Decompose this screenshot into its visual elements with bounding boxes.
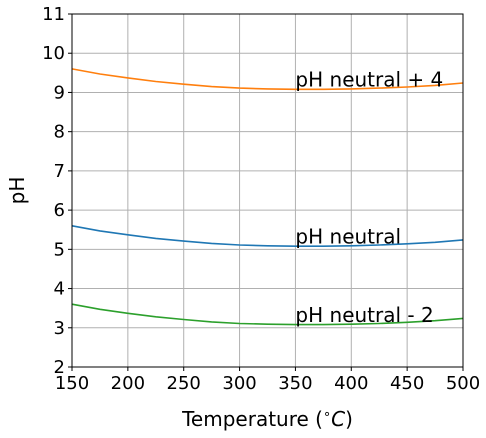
- x-tick-label: 200: [111, 373, 145, 394]
- x-tick-label: 450: [390, 373, 424, 394]
- x-tick-label: 250: [167, 373, 201, 394]
- x-tick-labels: 150 200 250 300 350 400 450 500: [55, 367, 480, 394]
- annotations: pH neutral + 4 pH neutral pH neutral - 2: [295, 68, 443, 327]
- plot-frame: [71, 13, 464, 368]
- series-line: [71, 68, 464, 91]
- y-tick-label: 5: [54, 239, 65, 260]
- y-tick-labels: 2 3 4 5 6 7 8 9 10 11: [42, 4, 72, 378]
- y-tick-label: 4: [54, 279, 65, 300]
- series-layer: [71, 68, 464, 326]
- y-tick-label: 10: [42, 43, 65, 64]
- y-tick-label: 7: [54, 161, 65, 182]
- x-tick-label: 300: [222, 373, 256, 394]
- y-tick-label: 11: [42, 4, 65, 25]
- y-tick-label: 9: [54, 82, 65, 103]
- y-tick-label: 3: [54, 318, 65, 339]
- series-annotation: pH neutral + 4: [295, 68, 443, 92]
- y-axis-label: pH: [5, 177, 29, 205]
- x-axis-label: Temperature (∘C): [181, 407, 353, 431]
- x-tick-label: 400: [334, 373, 368, 394]
- series-annotation: pH neutral - 2: [295, 303, 433, 327]
- x-tick-label: 150: [55, 373, 89, 394]
- x-tick-label: 500: [446, 373, 480, 394]
- x-tick-label: 350: [278, 373, 312, 394]
- y-tick-label: 2: [54, 357, 65, 378]
- series-line: [71, 225, 464, 247]
- y-tick-label: 6: [54, 200, 65, 221]
- y-tick-label: 8: [54, 122, 65, 143]
- series-line: [71, 303, 464, 326]
- series-annotation: pH neutral: [295, 224, 401, 248]
